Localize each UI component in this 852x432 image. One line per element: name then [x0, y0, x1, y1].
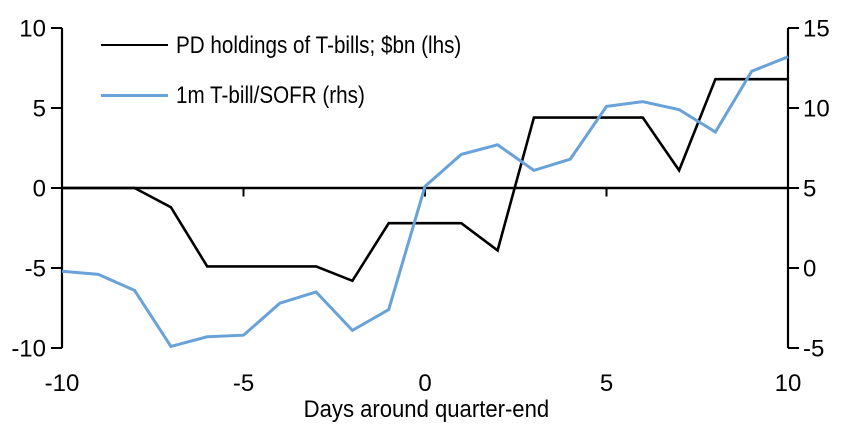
right-axis-tick-label: 15 — [803, 16, 830, 43]
left-axis-tick-label: 5 — [33, 96, 46, 123]
left-axis-tick-label: -5 — [25, 256, 46, 283]
blue-line-swatch-icon — [101, 93, 168, 97]
legend-item-tbill-sofr: 1m T-bill/SOFR (rhs) — [101, 70, 508, 120]
series-line-pd-holdings — [62, 77, 788, 283]
right-axis-tick-label: -5 — [803, 336, 824, 363]
x-axis-title-text: Days around quarter-end — [303, 396, 549, 423]
left-axis-tick-label: 0 — [33, 176, 46, 203]
right-axis-tick-label: 0 — [803, 256, 816, 283]
left-axis-tick-label: 10 — [19, 16, 46, 43]
right-axis-tick-label: 5 — [803, 176, 816, 203]
legend-item-pd-holdings: PD holdings of T-bills; $bn (lhs) — [101, 20, 508, 70]
x-axis-tick-label: -10 — [45, 370, 80, 397]
black-line-swatch-icon — [101, 44, 168, 46]
left-axis-tick-label: -10 — [11, 336, 46, 363]
x-axis-title: Days around quarter-end — [0, 397, 852, 423]
legend: PD holdings of T-bills; $bn (lhs) 1m T-b… — [101, 20, 508, 120]
x-axis-tick-label: 0 — [418, 370, 431, 397]
right-axis-tick-label: 10 — [803, 96, 830, 123]
series-line-1m-tbill-sofr — [61, 55, 789, 349]
x-axis-tick-label: -5 — [233, 370, 254, 397]
legend-label-tbill-sofr: 1m T-bill/SOFR (rhs) — [176, 81, 365, 109]
legend-label-pd-holdings: PD holdings of T-bills; $bn (lhs) — [176, 31, 462, 59]
x-axis-tick-label: 5 — [600, 370, 613, 397]
x-axis-tick-label: 10 — [775, 370, 802, 397]
